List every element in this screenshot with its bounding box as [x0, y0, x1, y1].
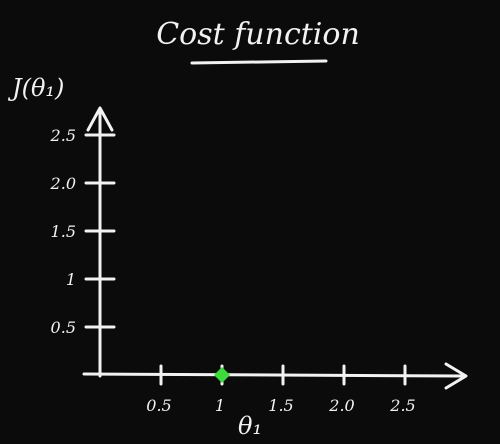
x-axis-line: [82, 372, 464, 378]
axes: [82, 106, 468, 390]
x-tick-label: 2.5: [389, 396, 415, 415]
data-point: [214, 367, 230, 383]
y-tick-label: 2.0: [50, 174, 76, 193]
x-axis-arrow: [444, 362, 468, 390]
y-ticks: 0.5 1 1.5 2.0 2.5: [50, 126, 116, 337]
title-underline: [190, 59, 328, 65]
y-axis-label: J(θ₁): [7, 74, 64, 102]
x-axis-label: θ₁: [238, 412, 262, 440]
y-tick-label: 0.5: [51, 318, 76, 337]
y-tick-label: 2.5: [50, 126, 76, 145]
x-tick-label: 1: [215, 396, 225, 415]
y-axis-arrow: [86, 106, 114, 132]
x-tick-label: 1.5: [268, 396, 293, 415]
y-tick-label: 1.5: [51, 222, 76, 241]
y-tick-label: 1: [66, 270, 76, 289]
x-tick-label: 0.5: [146, 396, 171, 415]
data-points: [214, 367, 230, 383]
x-ticks: 0.5 1 1.5 2.0 2.5: [146, 364, 416, 415]
x-tick-label: 2.0: [328, 396, 354, 415]
chart-title: Cost function: [156, 17, 360, 52]
